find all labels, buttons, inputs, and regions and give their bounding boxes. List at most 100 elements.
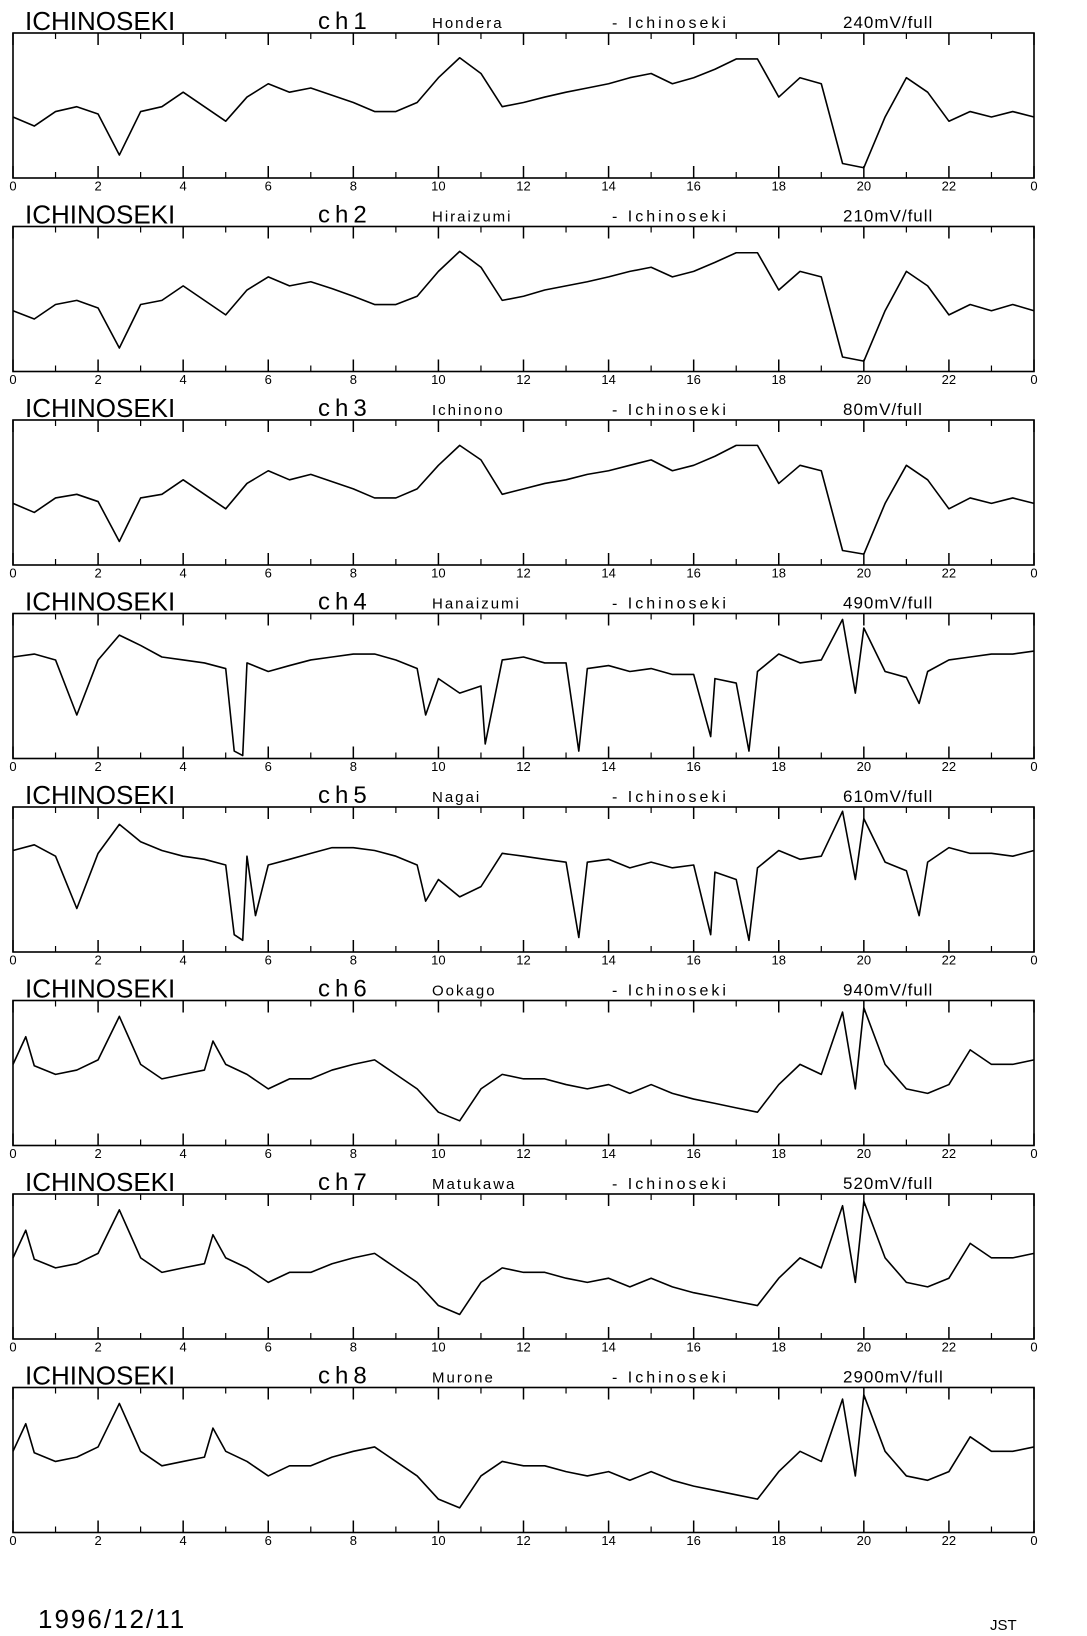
x-tick-label: 6 xyxy=(265,1339,272,1354)
plot-frame xyxy=(12,419,1035,566)
x-tick-label: 0 xyxy=(9,759,16,774)
plot-frame xyxy=(12,999,1035,1147)
x-tick-label: 20 xyxy=(857,952,871,967)
x-tick-label: 0 xyxy=(9,565,16,580)
x-tick-label: 0 xyxy=(1030,372,1037,387)
site: Murone xyxy=(432,1370,495,1387)
x-tick-label: 2 xyxy=(94,565,101,580)
x-tick-label: 6 xyxy=(265,1533,272,1548)
x-tick-label: 14 xyxy=(601,565,615,580)
x-tick-label: 4 xyxy=(180,1339,187,1354)
signal-line xyxy=(12,56,1035,169)
x-tick-label: 8 xyxy=(350,759,357,774)
x-tick-label: 8 xyxy=(350,178,357,193)
x-tick-label: 22 xyxy=(942,1339,956,1354)
x-tick-label: 10 xyxy=(431,372,445,387)
signal-line xyxy=(12,1393,1035,1509)
x-tick-label: 4 xyxy=(180,372,187,387)
reference: - Ichinoseki xyxy=(612,402,729,419)
x-tick-label: 18 xyxy=(772,372,786,387)
x-tick-label: 14 xyxy=(601,178,615,193)
x-tick-label: 16 xyxy=(686,1146,700,1161)
scale: 490mV/full xyxy=(843,594,933,613)
site: Nagai xyxy=(432,789,481,806)
plot-frame xyxy=(12,225,1035,373)
x-tick-label: 6 xyxy=(265,759,272,774)
x-tick-label: 22 xyxy=(942,178,956,193)
x-tick-label: 20 xyxy=(857,178,871,193)
station: ICHINOSEKI xyxy=(25,393,175,423)
scale: 210mV/full xyxy=(843,207,933,226)
x-tick-label: 22 xyxy=(942,1533,956,1548)
x-tick-label: 0 xyxy=(1030,1146,1037,1161)
x-tick-label: 0 xyxy=(9,1339,16,1354)
site: Hanaizumi xyxy=(432,596,521,613)
reference: - Ichinoseki xyxy=(612,596,729,613)
x-tick-label: 2 xyxy=(94,178,101,193)
x-tick-label: 8 xyxy=(350,952,357,967)
scale: 2900mV/full xyxy=(843,1368,944,1387)
station: ICHINOSEKI xyxy=(25,974,175,1004)
x-tick-label: 14 xyxy=(601,759,615,774)
signal-line xyxy=(12,1006,1035,1122)
x-tick-label: 18 xyxy=(772,952,786,967)
x-tick-label: 22 xyxy=(942,1146,956,1161)
x-tick-label: 6 xyxy=(265,952,272,967)
x-tick-label: 10 xyxy=(431,1146,445,1161)
signal-line xyxy=(12,1200,1035,1316)
channel: ch3 xyxy=(318,395,372,422)
x-tick-label: 14 xyxy=(601,1533,615,1548)
timezone: JST xyxy=(990,1617,1017,1634)
x-tick-label: 4 xyxy=(180,1533,187,1548)
site: Hiraizumi xyxy=(432,209,513,226)
x-tick-label: 2 xyxy=(94,759,101,774)
x-tick-label: 16 xyxy=(686,178,700,193)
x-tick-label: 0 xyxy=(9,178,16,193)
x-tick-label: 12 xyxy=(516,1146,530,1161)
x-tick-label: 4 xyxy=(180,565,187,580)
x-tick-label: 18 xyxy=(772,565,786,580)
scale: 940mV/full xyxy=(843,981,933,1000)
x-tick-label: 2 xyxy=(94,1533,101,1548)
plot-frame xyxy=(12,806,1035,953)
station: ICHINOSEKI xyxy=(25,780,175,810)
reference: - Ichinoseki xyxy=(612,789,729,806)
x-tick-label: 6 xyxy=(265,565,272,580)
x-tick-label: 16 xyxy=(686,759,700,774)
x-tick-label: 8 xyxy=(350,1339,357,1354)
x-tick-label: 14 xyxy=(601,952,615,967)
reference: - Ichinoseki xyxy=(612,209,729,226)
x-tick-label: 0 xyxy=(9,952,16,967)
channel: ch7 xyxy=(318,1169,372,1196)
x-tick-label: 20 xyxy=(857,1339,871,1354)
channel: ch4 xyxy=(318,589,372,616)
station: ICHINOSEKI xyxy=(25,1361,175,1391)
x-tick-label: 22 xyxy=(942,759,956,774)
x-tick-label: 6 xyxy=(265,178,272,193)
x-tick-label: 2 xyxy=(94,372,101,387)
x-tick-label: 18 xyxy=(772,1339,786,1354)
reference: - Ichinoseki xyxy=(612,983,729,1000)
x-tick-label: 8 xyxy=(350,1146,357,1161)
station: ICHINOSEKI xyxy=(25,200,175,230)
x-tick-label: 8 xyxy=(350,372,357,387)
x-tick-label: 20 xyxy=(857,1146,871,1161)
channel: ch8 xyxy=(318,1363,372,1390)
x-tick-label: 16 xyxy=(686,1339,700,1354)
x-tick-label: 16 xyxy=(686,565,700,580)
scale: 610mV/full xyxy=(843,787,933,806)
x-tick-label: 12 xyxy=(516,1533,530,1548)
x-tick-label: 0 xyxy=(1030,565,1037,580)
x-tick-label: 14 xyxy=(601,372,615,387)
x-tick-label: 18 xyxy=(772,759,786,774)
x-tick-label: 12 xyxy=(516,952,530,967)
x-tick-label: 10 xyxy=(431,565,445,580)
x-tick-label: 0 xyxy=(1030,178,1037,193)
x-tick-label: 4 xyxy=(180,178,187,193)
x-tick-label: 0 xyxy=(9,372,16,387)
reference: - Ichinoseki xyxy=(612,1370,729,1387)
x-tick-label: 4 xyxy=(180,952,187,967)
x-tick-label: 12 xyxy=(516,178,530,193)
